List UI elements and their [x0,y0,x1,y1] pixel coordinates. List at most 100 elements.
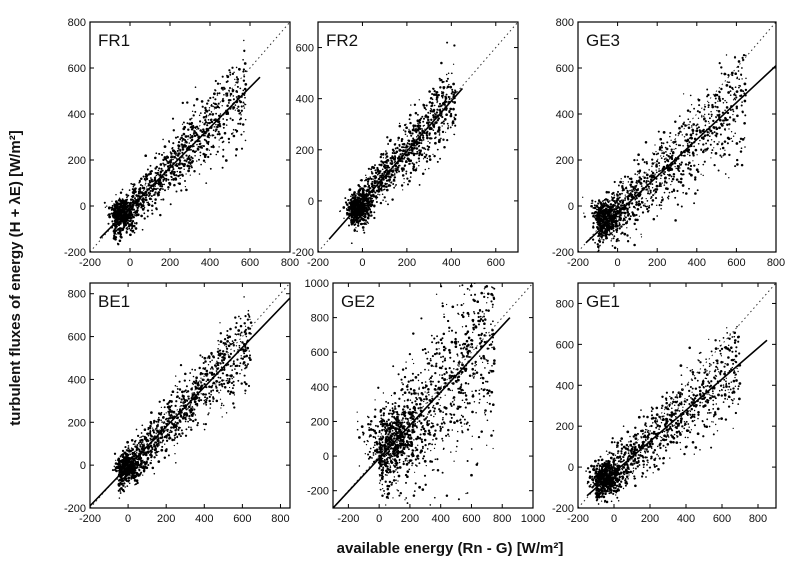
data-point [605,211,607,213]
data-point [744,114,747,117]
data-point [704,124,707,126]
data-point [633,222,636,226]
data-point [738,140,741,143]
data-point [193,400,197,404]
data-point [357,218,359,220]
data-point [622,211,624,214]
data-point [159,213,162,217]
data-point [679,180,683,184]
data-point [599,214,602,217]
data-point [739,137,743,140]
data-point [133,222,136,224]
data-point [624,197,626,200]
data-point [679,144,682,147]
data-point [635,214,638,216]
data-point [117,213,119,216]
data-point [439,86,442,89]
data-point [376,170,380,173]
data-point [451,90,454,93]
data-point [365,223,368,225]
data-point [223,337,227,341]
data-point [646,188,648,191]
data-point [216,92,219,95]
data-point [595,204,599,208]
x-tick-label: 200 [161,257,179,269]
data-point [596,243,599,246]
data-point [690,104,693,106]
data-point [213,92,216,96]
data-point [417,119,421,123]
data-point [121,204,124,207]
data-point [684,139,687,142]
data-point [741,56,744,59]
data-point [117,243,120,246]
data-point [425,104,428,107]
data-point [413,147,416,150]
data-point [202,116,206,119]
x-tick-label: 200 [648,257,666,269]
data-point [398,124,402,128]
data-point [717,109,721,113]
data-point [654,188,657,191]
data-point [193,130,195,132]
data-point [184,135,188,138]
data-point [162,180,164,183]
data-point [598,221,600,224]
data-point [723,140,727,143]
data-point [424,168,427,171]
data-point [178,152,180,154]
data-point [660,157,663,159]
data-point [605,225,608,228]
data-point [406,177,409,180]
data-point [618,192,622,196]
data-point [370,168,373,171]
data-point [446,122,449,125]
data-point [155,165,158,169]
data-point [351,207,354,210]
data-point [740,104,743,107]
data-point [583,212,585,214]
data-point [604,227,607,230]
data-point [664,171,666,173]
data-point [662,155,665,157]
data-point [363,214,365,217]
data-point [642,204,645,207]
data-point [630,193,633,196]
data-point [200,100,204,103]
data-point [706,130,709,134]
data-point [429,159,431,161]
data-point [624,222,628,225]
data-point [710,110,712,113]
data-point [739,89,743,92]
data-point [240,133,243,136]
data-point [682,145,684,147]
data-point [599,240,602,243]
data-point [707,120,710,123]
data-point [613,235,616,238]
data-point [695,124,698,127]
data-point [600,226,602,228]
data-point [445,131,447,133]
data-point [107,213,111,216]
data-point [377,185,381,188]
data-point [392,183,395,185]
data-point [207,155,210,159]
data-point [415,144,417,147]
data-point [670,157,674,161]
data-point [689,110,692,113]
data-point [188,167,191,170]
data-point [618,216,621,219]
data-point [369,199,373,203]
data-point [359,185,361,188]
data-point [637,162,640,166]
data-point [617,206,621,209]
data-point [698,104,701,107]
data-point [445,93,448,96]
data-point [363,222,367,225]
data-point [699,130,701,132]
data-point [604,208,607,212]
data-point [187,155,190,158]
data-point [609,232,613,235]
data-point [232,98,235,101]
data-point [412,165,416,169]
